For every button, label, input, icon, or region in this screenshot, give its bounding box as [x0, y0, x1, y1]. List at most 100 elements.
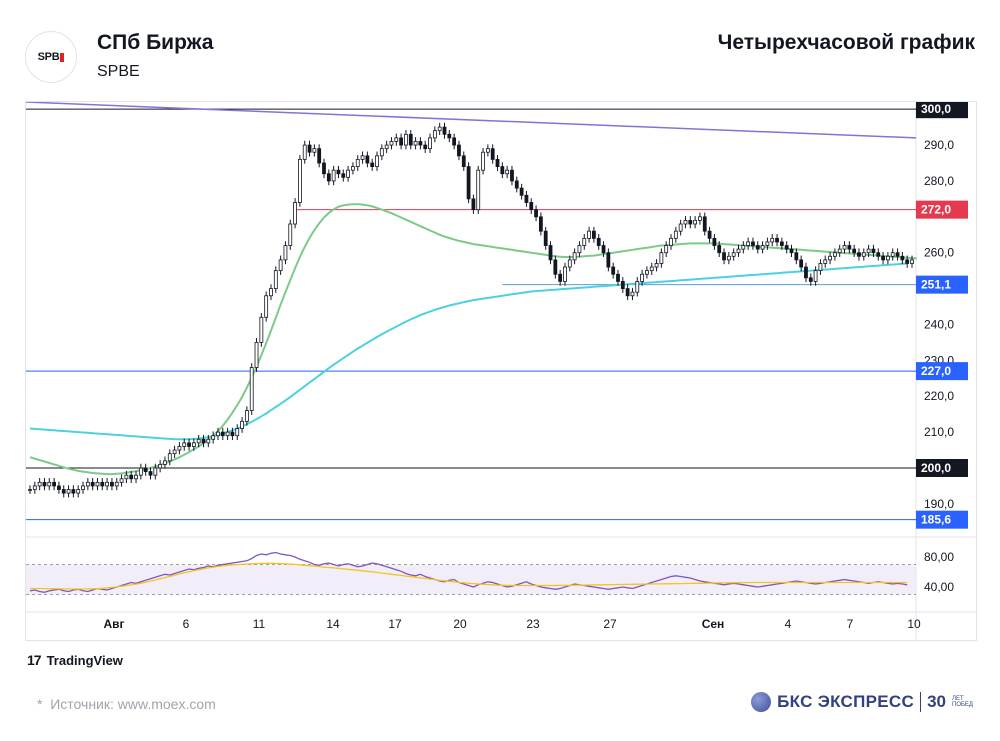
- candle-body: [283, 245, 288, 261]
- candle-body: [100, 481, 105, 487]
- candle-body: [423, 144, 428, 150]
- candle-body: [264, 295, 269, 318]
- candle-body: [307, 144, 312, 153]
- sma-short-line: [29, 203, 917, 476]
- candle-body: [702, 216, 707, 232]
- y-tick-label: 220,0: [924, 389, 954, 403]
- rsi-ma-line: [30, 562, 908, 590]
- candle-body: [466, 166, 471, 200]
- candle-body: [804, 266, 808, 279]
- candle-body: [886, 255, 890, 261]
- candle-body: [114, 481, 119, 487]
- candle-body: [134, 474, 138, 480]
- level-badge: [916, 275, 968, 294]
- candle-body: [418, 141, 423, 146]
- candle-body: [384, 144, 389, 150]
- candle-body: [664, 245, 669, 254]
- candle-body: [71, 489, 76, 494]
- bcs-dot-icon: [751, 692, 772, 712]
- candle-body: [558, 273, 563, 282]
- candle-body: [85, 481, 90, 487]
- y-tick-label: 210,0: [924, 425, 954, 439]
- candle-body: [543, 230, 548, 246]
- candle-body: [457, 144, 461, 157]
- candle-body: [442, 126, 447, 135]
- sma-long-line: [29, 262, 908, 441]
- candle-body: [678, 223, 683, 232]
- candle-body: [298, 159, 302, 203]
- candle-body: [616, 273, 620, 282]
- bcs-logo: БКС ЭКСПРЕСС 30 лет побед: [751, 692, 973, 712]
- anniversary-caption: лет побед: [952, 696, 973, 708]
- candle-body: [52, 481, 56, 487]
- candle-body: [794, 252, 799, 261]
- candle-body: [129, 474, 134, 480]
- y-tick-label: 240,0: [924, 317, 954, 331]
- candle-body: [322, 162, 326, 175]
- y-tick-label: 190,0: [924, 497, 954, 511]
- candle-body: [726, 255, 731, 261]
- candle-body: [220, 431, 225, 437]
- anniversary-number: 30: [927, 692, 947, 711]
- candle-body: [534, 209, 538, 218]
- candle-body: [42, 481, 47, 487]
- candle-body: [524, 194, 529, 203]
- candle-body: [876, 252, 881, 257]
- bcs-brand: БКС ЭКСПРЕСС: [777, 692, 915, 711]
- candle-body: [408, 133, 413, 146]
- candle-body: [818, 263, 823, 272]
- chart-container[interactable]: 290,0 280,0 260,0 240,0 230,0 220,0 210,0 190,0…: [25, 100, 977, 641]
- candle-body: [842, 245, 847, 250]
- candle-body: [230, 431, 235, 437]
- candle-body: [881, 255, 885, 261]
- candle-body: [640, 273, 644, 282]
- rsi-line: [29, 551, 908, 593]
- candle-body: [57, 485, 61, 490]
- candle-body: [760, 245, 765, 250]
- x-tick-label: Авг: [103, 617, 124, 631]
- level-label: 251,1: [921, 278, 951, 292]
- candle-body: [890, 252, 895, 257]
- candle-body: [249, 367, 254, 411]
- candle-body: [206, 438, 211, 444]
- candle-body: [587, 230, 591, 239]
- candle-body: [755, 245, 760, 250]
- company-title: СПб Биржа: [97, 31, 214, 54]
- level-badge: [916, 200, 968, 219]
- candle-body: [722, 252, 726, 261]
- x-tick-label: 10: [907, 617, 921, 631]
- bcs-divider: [920, 692, 922, 712]
- candle-body: [620, 281, 625, 289]
- x-tick-label: 14: [326, 617, 340, 631]
- level-label: 272,0: [921, 203, 951, 217]
- y-tick-label: 290,0: [924, 138, 954, 152]
- rsi-band: [26, 564, 916, 595]
- candle-body: [331, 169, 336, 182]
- candle-body: [302, 144, 307, 160]
- tradingview-icon: 17: [27, 652, 42, 668]
- candle-body: [32, 485, 37, 490]
- rsi-tick-label: 80,00: [924, 550, 954, 564]
- price-chart[interactable]: 290,0280,0260,0240,0230,0220,0210,0190,0…: [25, 100, 976, 640]
- candle-body: [707, 230, 712, 239]
- candle-body: [240, 420, 244, 429]
- candle-body: [471, 198, 476, 211]
- candle-body: [519, 187, 524, 196]
- candle-body: [432, 130, 437, 139]
- candle-body: [351, 166, 355, 171]
- x-tick-label: 6: [183, 617, 190, 631]
- candle-body: [341, 173, 346, 178]
- x-tick-label: 23: [526, 617, 540, 631]
- candle-body: [110, 481, 114, 487]
- candle-body: [66, 489, 71, 494]
- candle-body: [606, 252, 611, 268]
- candle-body: [673, 230, 678, 239]
- candle-body: [577, 245, 582, 254]
- candle-body: [611, 266, 616, 275]
- chart-period: Четырехчасовой график: [717, 31, 975, 54]
- candle-body: [871, 248, 876, 254]
- candle-body: [143, 467, 148, 472]
- candle-body: [765, 241, 770, 246]
- candle-body: [437, 126, 442, 132]
- x-tick-label: 17: [388, 617, 402, 631]
